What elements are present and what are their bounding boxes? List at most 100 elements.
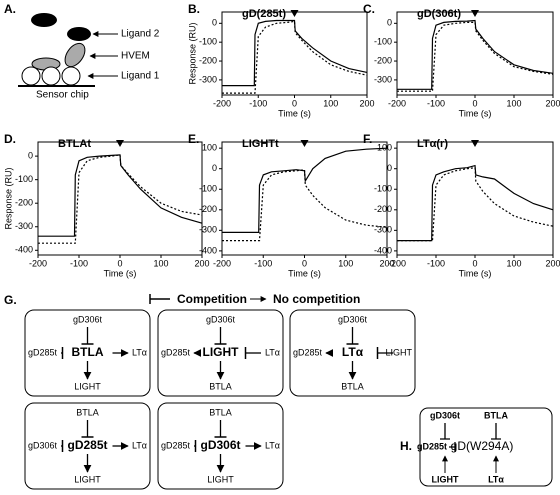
x-tick-label: 100 [338, 258, 353, 268]
series-line [397, 19, 554, 90]
panel-label: H. [400, 439, 412, 453]
y-tick-label: 0 [387, 163, 392, 173]
y-tick-label: -300 [15, 221, 33, 231]
panel-label: D. [4, 132, 16, 146]
hvem-shape [64, 42, 86, 68]
y-tick-label: -200 [374, 204, 392, 214]
series-line [397, 167, 554, 242]
x-tick-label: 0 [472, 98, 477, 108]
y-tick-label: -100 [15, 174, 33, 184]
node: gD306t [430, 410, 460, 420]
x-axis-label: Time (s) [104, 268, 137, 278]
y-tick-label: -200 [199, 55, 217, 65]
x-tick-label: -200 [388, 258, 406, 268]
node: gD306t [28, 440, 58, 450]
center-node: LIGHT [203, 345, 240, 359]
x-tick-label: -200 [29, 258, 47, 268]
chart-title: gD(285t) [242, 8, 286, 20]
y-tick-label: -100 [199, 37, 217, 47]
node: LIGHT [207, 474, 234, 484]
panel-label: A. [4, 2, 16, 16]
node: gD306t [73, 314, 103, 324]
series-line [38, 154, 203, 237]
x-tick-label: 200 [194, 258, 209, 268]
x-axis-label: Time (s) [459, 108, 492, 118]
y-tick-label: -400 [374, 245, 392, 255]
label: Sensor chip [36, 90, 89, 101]
y-tick-label: -300 [199, 225, 217, 235]
x-axis-label: Time (s) [278, 108, 311, 118]
y-tick-label: -100 [374, 37, 392, 47]
y-axis-label: Response (RU) [3, 167, 13, 229]
ligand1-shape [61, 66, 81, 86]
x-tick-label: -200 [213, 258, 231, 268]
chart-title: LTα(r) [417, 138, 448, 150]
label: HVEM [121, 51, 150, 62]
x-tick-label: -200 [388, 98, 406, 108]
center-node: gD285t [67, 438, 107, 452]
x-tick-label: 200 [545, 98, 560, 108]
box [419, 407, 553, 487]
series-line [222, 147, 388, 233]
node: gD285t [161, 347, 191, 357]
legend-bar [149, 294, 170, 304]
y-tick-label: 100 [377, 143, 392, 153]
injection-marker [471, 140, 479, 147]
plot-frame [396, 141, 554, 256]
x-tick-label: 100 [323, 98, 338, 108]
y-tick-label: -300 [199, 74, 217, 84]
y-tick-label: 100 [202, 143, 217, 153]
node: gD285t [161, 440, 191, 450]
panel-label: G. [4, 293, 17, 307]
node: gD306t [338, 314, 368, 324]
node: LIGHT [385, 347, 412, 357]
y-tick-label: -400 [199, 245, 217, 255]
y-tick-label: -200 [15, 198, 33, 208]
injection-marker [471, 10, 479, 17]
y-tick-label: -300 [374, 225, 392, 235]
series-line [222, 169, 388, 242]
y-tick-label: 0 [212, 163, 217, 173]
node: LIGHT [74, 474, 101, 484]
series-line [397, 21, 554, 92]
box [24, 402, 151, 490]
ligand1-shape [21, 66, 41, 86]
center-node: LTα [342, 345, 364, 359]
label: Ligand 2 [121, 29, 160, 40]
chart-title: LIGHTt [242, 138, 279, 150]
ligand1-shape [41, 66, 61, 86]
box [289, 309, 416, 397]
node: LIGHT [74, 381, 101, 391]
injection-marker [300, 140, 309, 147]
y-axis-label: Response (RU) [187, 22, 197, 84]
chart-title: BTLAt [58, 138, 91, 150]
node: gD285t [293, 347, 323, 357]
node: LTα [488, 474, 504, 484]
panel-label: B. [188, 2, 200, 16]
injection-marker [116, 140, 124, 147]
ligand2-shape [67, 27, 91, 41]
y-tick-label: -400 [15, 245, 33, 255]
label: Ligand 1 [121, 71, 160, 82]
x-tick-label: 0 [292, 98, 297, 108]
x-tick-label: -100 [427, 98, 445, 108]
center-node: BTLA [72, 345, 104, 359]
x-tick-label: 100 [506, 98, 521, 108]
box [24, 309, 151, 397]
node: BTLA [341, 381, 364, 391]
x-tick-label: -200 [213, 98, 231, 108]
y-tick-label: -100 [374, 184, 392, 194]
panel-label: C. [363, 2, 375, 16]
plot-frame [221, 141, 388, 256]
node: LTα [132, 347, 147, 357]
x-tick-label: 0 [302, 258, 307, 268]
x-tick-label: 0 [472, 258, 477, 268]
ligand2-shape [31, 13, 57, 27]
panel-label: E. [188, 132, 199, 146]
node: gD285t [28, 347, 58, 357]
node: BTLA [76, 407, 99, 417]
node: LIGHT [432, 474, 459, 484]
node: LTα [265, 440, 280, 450]
x-tick-label: 100 [506, 258, 521, 268]
